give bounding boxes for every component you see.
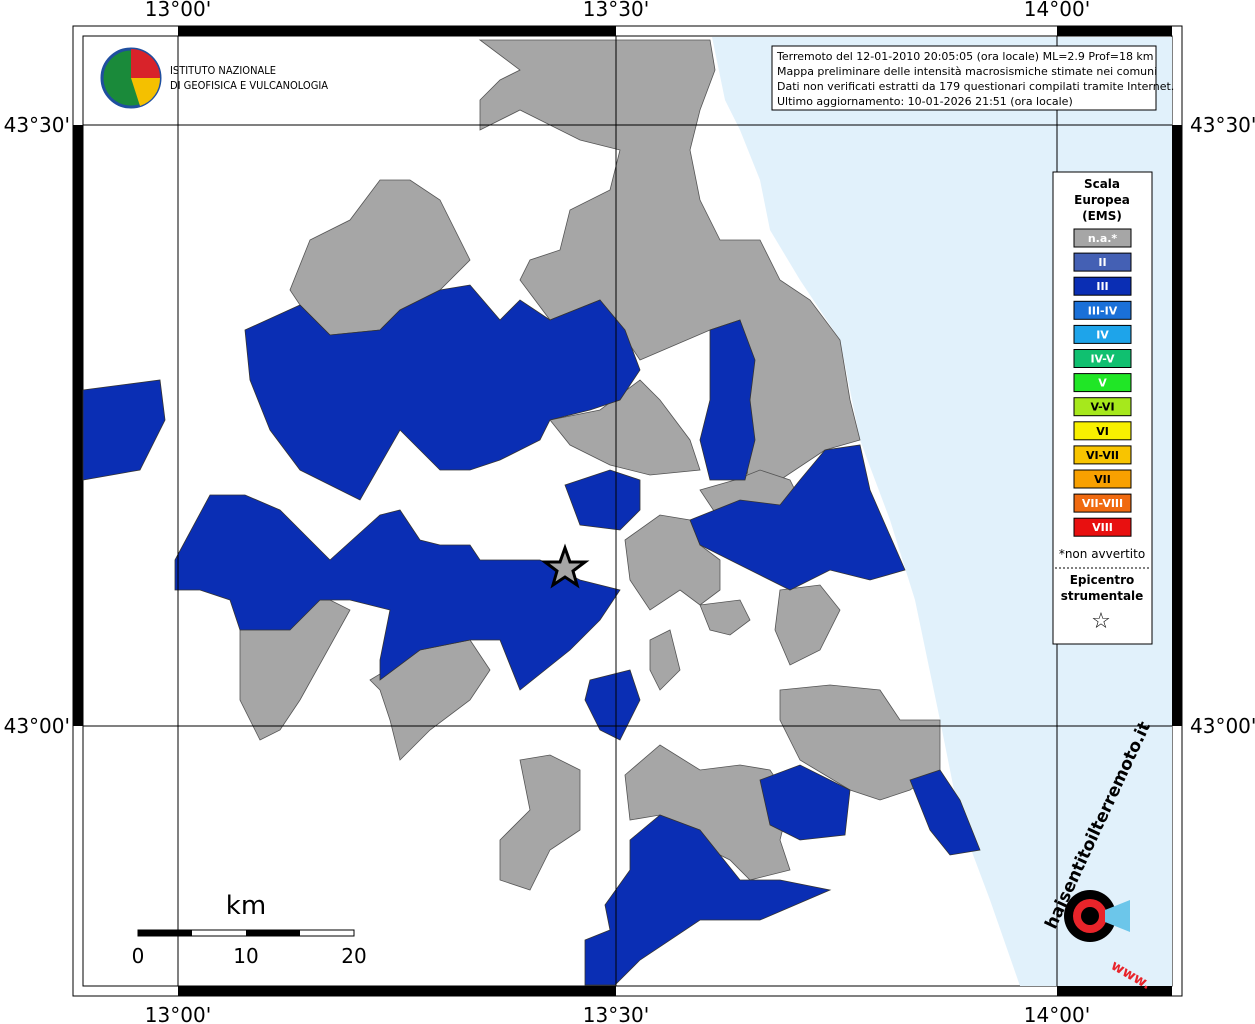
legend-swatch [1073,228,1132,248]
region [584,814,832,986]
region [564,469,641,531]
logo-sector [131,49,160,78]
legend-label: VI-VII [1086,449,1119,462]
legend-epicenter: Epicentro [1070,573,1135,587]
info-box: Terremoto del 12-01-2010 20:05:05 (ora l… [771,45,1174,111]
legend-swatch [1073,421,1132,441]
region [699,319,756,481]
epicenter-star [540,543,590,589]
legend-swatch [1073,373,1132,393]
longitude-label: 13°00' [145,1003,211,1024]
legend-swatch [1073,349,1132,368]
region [584,669,641,741]
logo-text: ISTITUTO NAZIONALE [170,64,276,77]
frame-bar [1057,26,1172,36]
longitude-label: 13°30' [583,0,649,21]
legend-label: VI [1096,425,1109,438]
legend-symbol: ☆ [1091,609,1111,634]
info-line: Terremoto del 12-01-2010 20:05:05 (ora l… [776,50,1154,63]
legend-label: n.a.* [1088,232,1118,245]
legend-swatch [1073,445,1132,465]
region [649,629,681,691]
legend-label: V [1098,377,1107,390]
legend-swatch [1073,324,1132,344]
legend: Scala Europea (EMS) *non avvertito Epice… [1052,171,1153,645]
latitude-label: 43°30' [4,113,70,137]
scale-unit: km [226,891,266,921]
longitude-label: 13°00' [145,0,211,21]
info-line: Ultimo aggiornamento: 10-01-2026 21:51 (… [777,95,1073,108]
legend-swatch [1073,300,1132,320]
badge-target [1081,907,1099,925]
scale-label: 20 [341,944,366,968]
region [82,379,166,481]
info-line: Dati non verificati estratti da 179 ques… [777,80,1174,93]
legend-label: V-VI [1090,401,1114,414]
frame-bar [73,125,83,726]
region [174,494,621,691]
legend-swatch [1073,397,1132,417]
latitude-label: 43°00' [4,714,70,738]
frame-bar [178,986,616,996]
legend-swatch [1073,252,1132,272]
badge-speaker [1105,900,1130,932]
latitude-label: 43°30' [1190,113,1255,137]
legend-label: II [1098,256,1106,269]
legend-title: Europea [1074,193,1130,207]
legend-epicenter: strumentale [1061,589,1144,603]
frame-bar [1172,125,1182,726]
logo-sector [131,78,161,106]
municipalities [82,39,981,986]
latitude-label: 43°00' [1190,714,1255,738]
legend-label: III-IV [1088,304,1118,317]
scale-bar: km 0 10 20 [132,891,367,968]
region [689,444,906,591]
logo-text: DI GEOFISICA E VULCANOLOGIA [170,79,328,92]
frame-bar [1057,986,1172,996]
scale-label: 0 [132,944,145,968]
legend-swatch [1073,517,1132,537]
longitude-label: 14°00' [1024,1003,1090,1024]
scale-segment [138,930,192,936]
legend-swatch [1073,276,1132,296]
legend-swatch [1073,493,1132,513]
frame-bar [178,26,616,36]
longitude-label: 14°00' [1024,0,1090,21]
legend-label: III [1096,280,1108,293]
region [624,514,721,611]
region [774,584,841,666]
legend-label: IV-V [1090,353,1115,366]
region [699,599,751,636]
legend-title: (EMS) [1082,209,1122,223]
legend-title: Scala [1084,177,1120,191]
scale-segment [246,930,300,936]
legend-note: *non avvertito [1059,547,1145,561]
region [909,769,981,856]
region [499,754,581,891]
legend-label: VII-VIII [1082,497,1123,510]
region [244,284,641,501]
legend-swatch [1073,469,1132,489]
logo: ISTITUTO NAZIONALE DI GEOFISICA E VULCAN… [100,47,328,109]
legend-label: IV [1096,328,1109,341]
info-line: Mappa preliminare delle intensità macros… [777,65,1157,78]
scale-label: 10 [233,944,258,968]
longitude-label: 13°30' [583,1003,649,1024]
legend-label: VII [1094,473,1111,486]
info-box-frame [771,45,1157,111]
legend-label: VIII [1092,521,1113,534]
region [759,764,851,841]
